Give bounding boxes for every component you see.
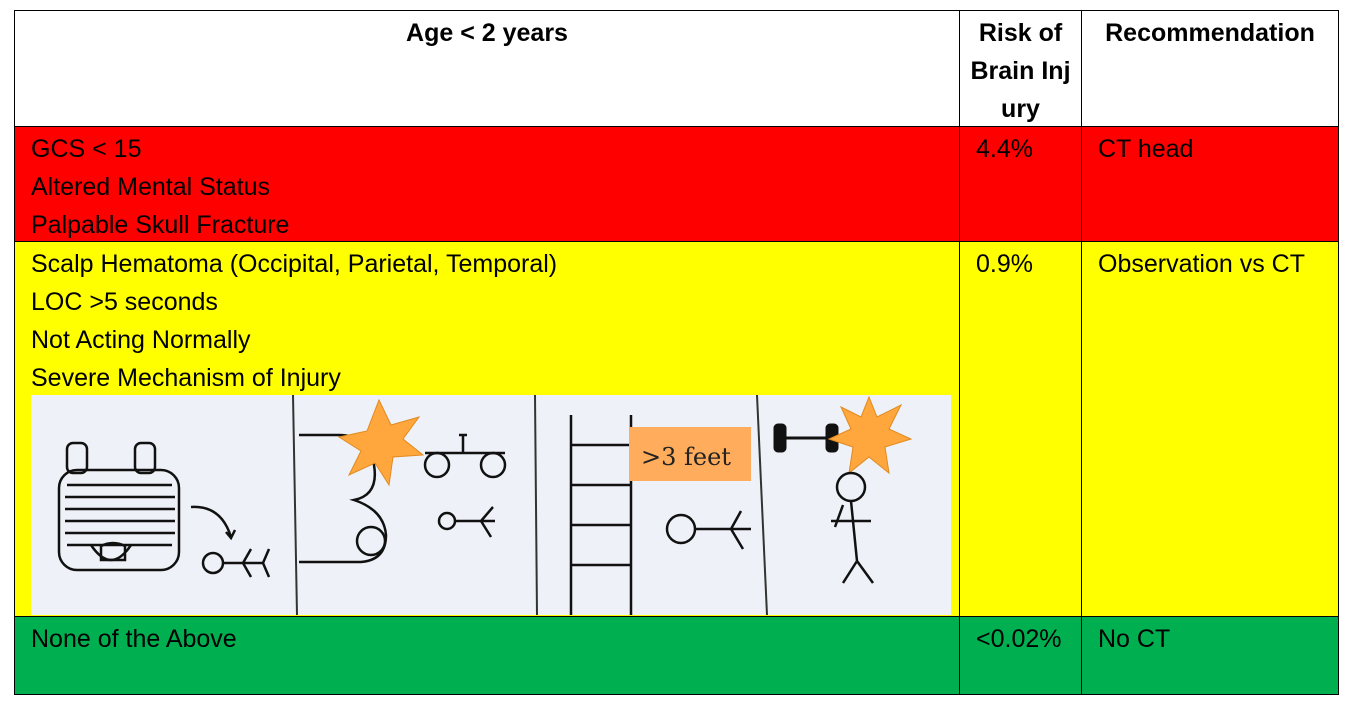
recommendation-cell: Observation vs CT	[1081, 242, 1338, 616]
panel-divider	[756, 395, 768, 615]
baby-sketch-1	[201, 548, 271, 578]
criteria-item: Severe Mechanism of Injury	[31, 364, 341, 392]
car-seat-sketch	[57, 441, 237, 572]
criteria-item: Palpable Skull Fracture	[31, 211, 290, 239]
risk-cell: 4.4%	[959, 127, 1081, 241]
recommendation-cell: No CT	[1081, 617, 1338, 694]
risk-table: Age < 2 years Risk of Brain Injury Recom…	[14, 10, 1339, 695]
injury-mechanism-illustration: >3 feet	[31, 395, 951, 615]
table-row-high-risk: GCS < 15 Altered Mental Status Palpable …	[15, 127, 1338, 242]
table-row-low-risk: None of the Above <0.02% No CT	[15, 617, 1338, 694]
header-risk: Risk of Brain Injury	[959, 11, 1081, 126]
criteria-cell: Scalp Hematoma (Occipital, Parietal, Tem…	[15, 242, 959, 616]
impact-star	[337, 398, 425, 487]
criteria-item: Not Acting Normally	[31, 326, 251, 354]
header-recommendation: Recommendation	[1081, 11, 1338, 126]
mechanism-sketch-svg: >3 feet	[57, 395, 913, 615]
baby-sketch-3	[665, 510, 751, 550]
criteria-item: Altered Mental Status	[31, 173, 271, 201]
risk-cell: 0.9%	[959, 242, 1081, 616]
table-row-intermediate-risk: Scalp Hematoma (Occipital, Parietal, Tem…	[15, 242, 1338, 617]
criteria-item: None of the Above	[31, 625, 237, 653]
criteria-cell: None of the Above	[15, 617, 959, 694]
criteria-cell: GCS < 15 Altered Mental Status Palpable …	[15, 127, 959, 241]
impact-star	[827, 395, 913, 475]
header-row: Age < 2 years Risk of Brain Injury Recom…	[15, 11, 1338, 127]
criteria-item: GCS < 15	[31, 135, 142, 163]
car-crash-sketch	[299, 433, 507, 564]
criteria-item: Scalp Hematoma (Occipital, Parietal, Tem…	[31, 250, 558, 278]
height-label: >3 feet	[641, 443, 731, 471]
risk-cell: <0.02%	[959, 617, 1081, 694]
panel-divider	[534, 395, 538, 615]
header-criteria: Age < 2 years	[406, 19, 568, 47]
height-label-box	[629, 427, 751, 481]
ladder-sketch	[569, 415, 633, 615]
panel-divider	[292, 395, 298, 615]
falling-object-sketch	[773, 423, 839, 453]
baby-sketch-4	[831, 471, 875, 584]
recommendation-cell: CT head	[1081, 127, 1338, 241]
criteria-item: LOC >5 seconds	[31, 288, 218, 316]
